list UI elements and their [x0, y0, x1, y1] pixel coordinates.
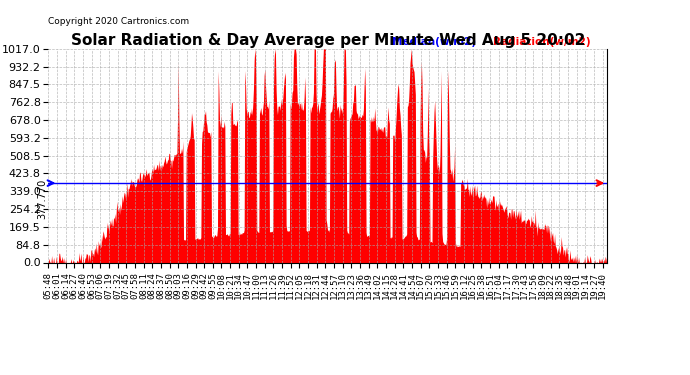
Title: Solar Radiation & Day Average per Minute Wed Aug 5 20:02: Solar Radiation & Day Average per Minute…	[70, 33, 585, 48]
Text: Median(w/m2): Median(w/m2)	[392, 37, 476, 47]
Text: Copyright 2020 Cartronics.com: Copyright 2020 Cartronics.com	[48, 17, 190, 26]
Text: Radiation(w/m2): Radiation(w/m2)	[493, 37, 590, 47]
